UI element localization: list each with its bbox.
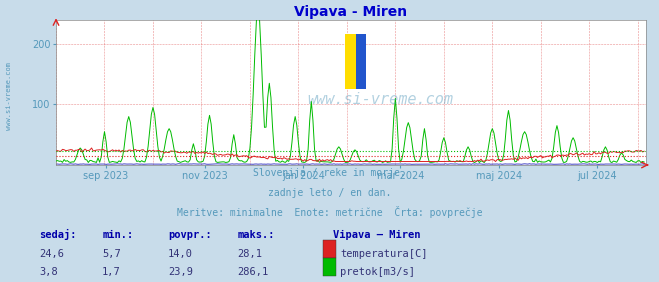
Text: 24,6: 24,6	[40, 249, 65, 259]
Text: www.si-vreme.com: www.si-vreme.com	[5, 62, 12, 130]
Text: www.si-vreme.com: www.si-vreme.com	[307, 92, 453, 107]
Text: min.:: min.:	[102, 230, 133, 240]
Text: sedaj:: sedaj:	[40, 229, 77, 240]
Text: maks.:: maks.:	[237, 230, 275, 240]
Text: 3,8: 3,8	[40, 267, 58, 277]
Bar	[345, 34, 366, 89]
Text: temperatura[C]: temperatura[C]	[340, 249, 428, 259]
Text: Slovenija / reke in morje.: Slovenija / reke in morje.	[253, 168, 406, 178]
Text: 14,0: 14,0	[168, 249, 193, 259]
Text: Meritve: minimalne  Enote: metrične  Črta: povprečje: Meritve: minimalne Enote: metrične Črta:…	[177, 206, 482, 218]
Text: 286,1: 286,1	[237, 267, 268, 277]
Text: Vipava – Miren: Vipava – Miren	[333, 230, 420, 240]
Text: 23,9: 23,9	[168, 267, 193, 277]
Text: zadnje leto / en dan.: zadnje leto / en dan.	[268, 188, 391, 198]
Bar	[356, 34, 366, 89]
Text: pretok[m3/s]: pretok[m3/s]	[340, 267, 415, 277]
Text: 5,7: 5,7	[102, 249, 121, 259]
Text: 28,1: 28,1	[237, 249, 262, 259]
Title: Vipava - Miren: Vipava - Miren	[295, 5, 407, 19]
Text: 1,7: 1,7	[102, 267, 121, 277]
Text: povpr.:: povpr.:	[168, 230, 212, 240]
